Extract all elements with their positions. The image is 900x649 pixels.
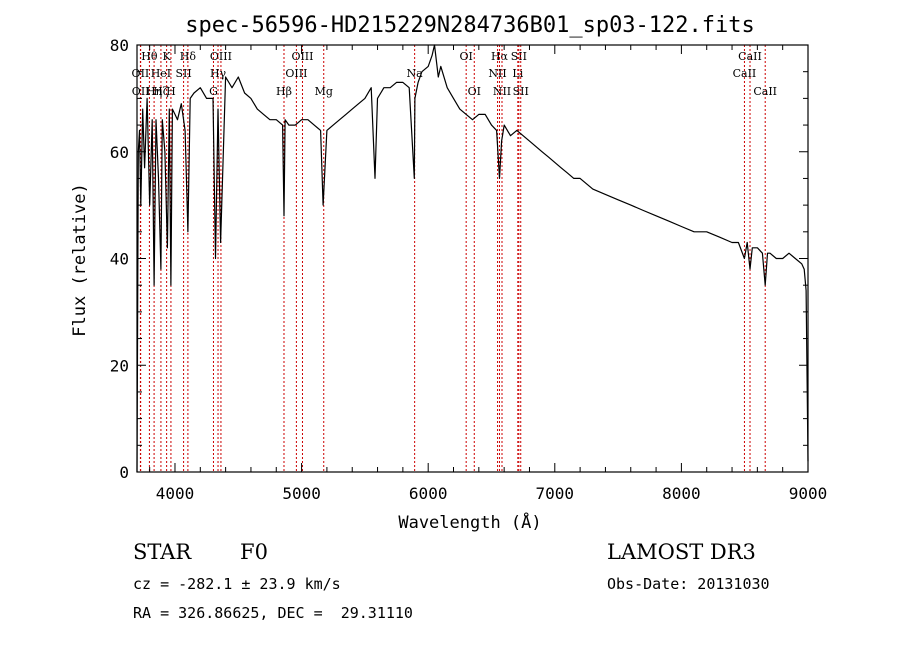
object-class: STAR <box>133 540 192 564</box>
line-label-26: CaII <box>738 50 762 63</box>
line-label-7: H <box>166 85 176 98</box>
line-label-5: Hζ <box>153 85 169 98</box>
line-label-24: Li <box>512 67 523 80</box>
x-tick-label: 8000 <box>662 484 701 503</box>
x-tick-label: 4000 <box>156 484 195 503</box>
line-label-14: OIII <box>291 50 313 63</box>
line-label-11: Hγ <box>210 67 227 80</box>
line-label-4: Hη <box>146 85 162 98</box>
axes: 4000 5000 6000 7000 8000 9000 0 20 40 60 80 <box>110 36 828 503</box>
y-axis-label: Flux (relative) <box>70 183 90 337</box>
x-tick-label: 9000 <box>789 484 828 503</box>
line-label-13: Hβ <box>276 85 292 98</box>
line-label-19: OI <box>468 85 481 98</box>
survey-name: LAMOST DR3 <box>607 540 756 564</box>
plot-frame <box>136 44 809 473</box>
y-tick-label: 60 <box>110 143 129 162</box>
object-subclass: F0 <box>240 540 268 564</box>
line-label-17: Na <box>407 67 424 80</box>
line-label-23: SII <box>511 50 527 63</box>
line-label-28: CaII <box>753 85 777 98</box>
y-tick-label: 80 <box>110 36 129 55</box>
coordinates-text: RA = 326.86625, DEC = 29.31110 <box>133 604 413 622</box>
line-label-8: SII <box>175 67 191 80</box>
line-label-27: CaII <box>733 67 757 80</box>
y-tick-label: 40 <box>110 250 129 269</box>
chart-title: spec-56596-HD215229N284736B01_sp03-122.f… <box>185 13 755 38</box>
series-line-0 <box>136 44 809 473</box>
plot-area <box>136 44 809 473</box>
y-tick-label: 20 <box>110 356 129 375</box>
redshift-text: cz = -282.1 ± 23.9 km/s <box>133 575 341 593</box>
line-label-10: OIII <box>210 50 232 63</box>
line-label-2: OII <box>132 85 150 98</box>
x-tick-label: 5000 <box>282 484 321 503</box>
observation-date: Obs-Date: 20131030 <box>607 575 770 593</box>
line-label-25: SII <box>513 85 529 98</box>
y-tick-label: 0 <box>119 463 129 482</box>
line-label-21: NII <box>488 67 506 80</box>
x-tick-label: 7000 <box>536 484 575 503</box>
line-label-15: OIII <box>285 67 307 80</box>
line-label-20: Hα <box>491 50 509 63</box>
line-label-16: Mg <box>315 85 333 98</box>
x-tick-label: 6000 <box>409 484 448 503</box>
line-label-22: NII <box>493 85 511 98</box>
x-axis-label: Wavelength (Å) <box>398 511 541 533</box>
line-label-6: K <box>163 50 172 63</box>
line-label-18: OI <box>459 50 472 63</box>
line-label-0: Hθ <box>141 50 158 63</box>
line-label-3: HeI <box>151 67 171 80</box>
line-label-12: G <box>209 85 218 98</box>
line-label-9: Hδ <box>180 50 197 63</box>
